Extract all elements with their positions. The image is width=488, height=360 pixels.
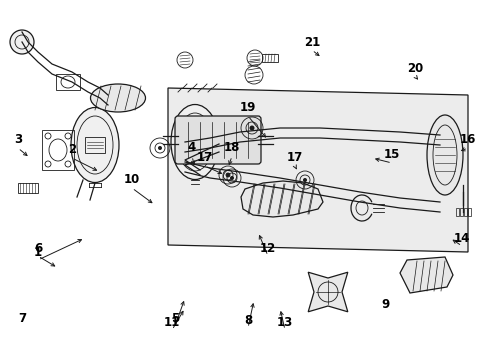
Text: 16: 16 [459, 134, 475, 147]
Text: 15: 15 [383, 148, 399, 162]
Text: 17: 17 [197, 152, 213, 165]
Text: 7: 7 [18, 311, 26, 324]
Text: 5: 5 [170, 311, 179, 324]
Text: 6: 6 [34, 242, 42, 255]
Text: 9: 9 [380, 298, 388, 311]
Ellipse shape [90, 84, 145, 112]
Ellipse shape [171, 104, 219, 180]
Bar [455, 208, 458, 216]
Bar [463, 208, 466, 216]
Text: 17: 17 [286, 152, 303, 165]
Text: 13: 13 [276, 315, 292, 328]
Text: 8: 8 [244, 314, 252, 327]
Bar [18, 183, 38, 193]
Text: 3: 3 [14, 134, 22, 147]
Text: 4: 4 [187, 141, 196, 154]
Circle shape [10, 30, 34, 54]
Text: 10: 10 [123, 174, 140, 186]
Polygon shape [399, 257, 452, 293]
Polygon shape [168, 88, 467, 252]
Polygon shape [307, 272, 347, 312]
Text: 11: 11 [163, 315, 180, 328]
Text: 20: 20 [406, 62, 422, 75]
FancyBboxPatch shape [175, 116, 261, 164]
Text: 2: 2 [68, 144, 76, 157]
Bar [467, 208, 470, 216]
Text: 12: 12 [259, 242, 276, 255]
Text: 1: 1 [34, 246, 42, 258]
Bar [189, 136, 201, 148]
Ellipse shape [426, 115, 462, 195]
Bar [85, 137, 105, 153]
Circle shape [229, 176, 234, 180]
Polygon shape [241, 181, 323, 217]
Circle shape [158, 146, 162, 150]
Text: 21: 21 [303, 36, 320, 49]
Text: 14: 14 [453, 231, 469, 244]
Text: 19: 19 [239, 102, 256, 114]
Circle shape [249, 126, 254, 130]
Text: 18: 18 [224, 141, 240, 154]
Bar [184, 132, 204, 152]
Circle shape [303, 178, 306, 182]
Bar [459, 208, 462, 216]
Ellipse shape [71, 108, 119, 183]
Circle shape [225, 173, 229, 177]
Bar [262, 54, 278, 62]
